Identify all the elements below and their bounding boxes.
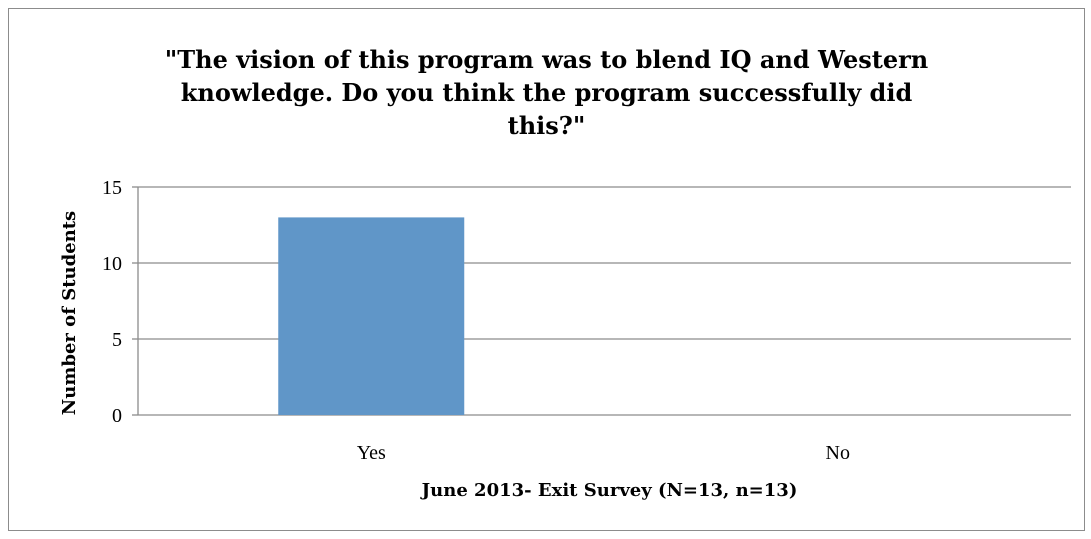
y-tick-label-5: 5 — [112, 329, 122, 351]
chart-title-line-3: this?" — [507, 111, 586, 140]
chart-frame: "The vision of this program was to blend… — [8, 8, 1085, 531]
x-tick-label-yes: Yes — [357, 442, 386, 464]
y-tick-label-10: 10 — [102, 253, 122, 275]
x-axis-title: June 2013- Exit Survey (N=13, n=13) — [420, 480, 798, 501]
y-axis-title: Number of Students — [59, 211, 80, 415]
x-tick-label-no: No — [826, 442, 850, 464]
bar-yes — [278, 217, 465, 415]
chart-title-line-2: knowledge. Do you think the program succ… — [180, 78, 913, 107]
chart-title: "The vision of this program was to blend… — [9, 43, 1084, 142]
y-tick-label-15: 15 — [102, 177, 122, 199]
y-tick-label-0: 0 — [112, 405, 122, 427]
chart-title-line-1: "The vision of this program was to blend… — [164, 45, 929, 74]
